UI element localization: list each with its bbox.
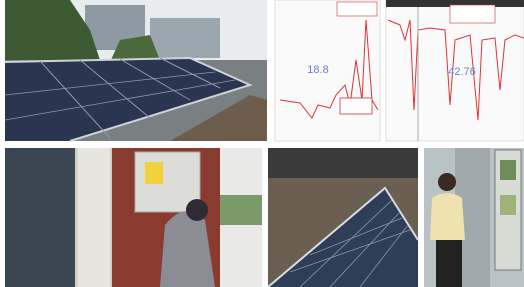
chart-screenshot: 18.8: [275, 0, 380, 141]
operator-photo: [424, 148, 524, 287]
chart-value-label: 42.76: [448, 66, 476, 78]
collage: 18.8 42.76: [0, 0, 524, 287]
chart-screenshot: 42.76: [386, 0, 524, 141]
solar-closeup-photo: [268, 148, 418, 287]
chart-value-label: 18.8: [307, 64, 328, 76]
solar-rooftop-photo: [5, 0, 267, 141]
technician-photo: [5, 148, 262, 287]
